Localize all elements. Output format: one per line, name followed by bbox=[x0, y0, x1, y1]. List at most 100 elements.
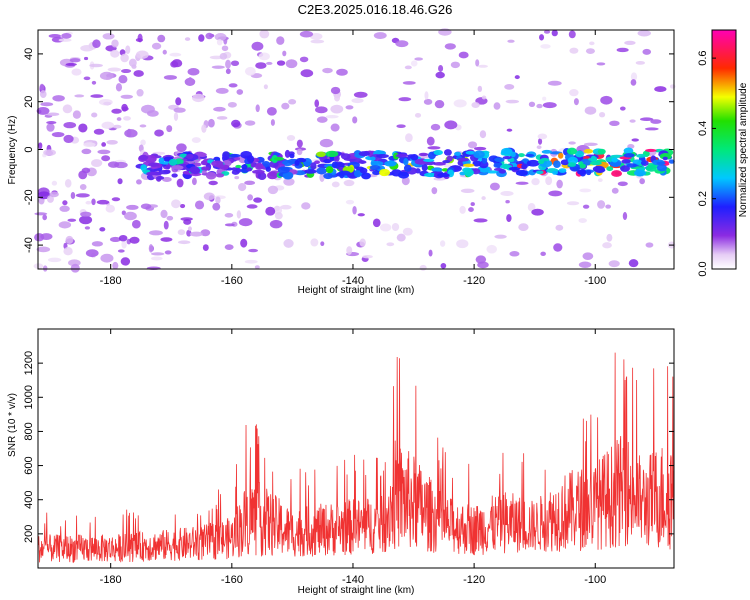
spectrogram-cell bbox=[150, 256, 163, 261]
spectrogram-cell bbox=[331, 161, 339, 169]
spectrogram-cell bbox=[635, 60, 646, 65]
spectrogram-cell bbox=[160, 209, 168, 219]
spectrogram-cell bbox=[101, 121, 115, 130]
spectrogram-cell bbox=[504, 84, 515, 90]
colorbar-ticks: 0.0 0.2 0.4 0.6 bbox=[697, 50, 716, 277]
spectrogram-cell bbox=[393, 152, 399, 160]
spectrogram-cell bbox=[583, 148, 594, 154]
spectrogram-cell bbox=[542, 96, 547, 101]
spectrogram-cell bbox=[396, 233, 406, 242]
spectrogram-cell bbox=[62, 200, 68, 206]
spectrogram-cell bbox=[527, 203, 536, 212]
spectrogram-cell bbox=[462, 163, 475, 167]
spectrogram-cell bbox=[91, 112, 98, 118]
spectrogram-cell bbox=[552, 170, 558, 175]
spectrogram-cell bbox=[124, 211, 137, 221]
spectrogram-cell bbox=[410, 60, 418, 67]
spectrogram-cell bbox=[201, 166, 210, 171]
spectrogram-cell bbox=[597, 200, 606, 209]
spectrogram-cell bbox=[606, 166, 614, 172]
spectrogram-cell bbox=[624, 40, 636, 45]
spectrogram-cell bbox=[62, 104, 73, 114]
spectrogram-cell bbox=[650, 119, 662, 124]
spectrogram-cell bbox=[200, 229, 211, 237]
spectrogram-cell bbox=[578, 261, 592, 268]
spectrogram-cell bbox=[208, 180, 218, 186]
spectrogram-cell bbox=[286, 135, 296, 141]
spectrogram-cell bbox=[481, 95, 487, 100]
spectrogram-cell bbox=[42, 214, 48, 221]
spectrogram-cell bbox=[162, 177, 172, 182]
spectrogram-cell bbox=[433, 177, 446, 181]
spectrogram-cell bbox=[85, 200, 92, 205]
spectrogram-cell bbox=[310, 162, 317, 170]
spectrogram-cell bbox=[70, 263, 80, 273]
spectrogram-cell bbox=[139, 124, 147, 128]
snr-x-axis: -180 -160 -140 -120 -100 bbox=[100, 329, 606, 586]
spectrogram-cell bbox=[315, 106, 328, 114]
spectrogram-cell bbox=[156, 176, 165, 180]
spectrogram-cell bbox=[325, 150, 339, 158]
spectrogram-cell bbox=[173, 107, 186, 113]
spectrogram-cell bbox=[225, 68, 231, 75]
spectrogram-cell bbox=[641, 161, 647, 165]
spectrogram-cell bbox=[115, 83, 123, 92]
spectrogram-cell bbox=[248, 248, 259, 253]
spectrogram-cell bbox=[622, 212, 628, 221]
spectrogram-cell bbox=[334, 94, 340, 102]
spectrogram-cell bbox=[270, 119, 275, 126]
spectrogram-cell bbox=[507, 39, 515, 43]
spectrogram-cell bbox=[573, 98, 579, 106]
spectrogram-cell bbox=[101, 142, 107, 147]
spectrogram-cell bbox=[129, 236, 140, 244]
spectrogram-cell bbox=[560, 159, 570, 166]
spectrogram-cell bbox=[567, 162, 577, 167]
spectrogram-cell bbox=[63, 246, 73, 256]
spectrogram-cell bbox=[403, 164, 412, 172]
spectrogram-cell bbox=[170, 60, 179, 68]
spectrogram-cell bbox=[536, 145, 542, 150]
spectrogram-cell bbox=[362, 255, 373, 259]
spectrogram-cell bbox=[146, 110, 159, 117]
colorbar-gradient bbox=[711, 29, 737, 270]
snr-frame bbox=[37, 328, 675, 569]
spectrogram-cell bbox=[85, 249, 99, 258]
spectrogram-cell bbox=[166, 215, 174, 221]
spectrogram-cell bbox=[599, 111, 606, 118]
spectrogram-cell bbox=[617, 181, 628, 187]
spectrogram-cell bbox=[568, 30, 576, 39]
spectrogram-cell bbox=[135, 38, 143, 42]
spectrogram-cell bbox=[92, 39, 101, 49]
snr-x-tick-label: -160 bbox=[221, 574, 243, 586]
spectrogram-cell bbox=[121, 240, 127, 249]
spectrogram-cell bbox=[116, 117, 122, 121]
spectrogram-cell bbox=[620, 165, 630, 172]
spectrogram-cell bbox=[338, 170, 351, 176]
spectrogram-cell bbox=[410, 154, 419, 161]
spectrogram-cell bbox=[279, 204, 292, 210]
spectrogram-x-tick-label: -100 bbox=[584, 275, 606, 287]
spectrogram-cell bbox=[379, 168, 391, 177]
spectrogram-cell bbox=[117, 249, 125, 253]
spectrogram-y-axis: -40 -20 0 20 40 bbox=[23, 48, 674, 253]
spectrogram-cell bbox=[117, 178, 123, 185]
spectrogram-cell bbox=[118, 74, 128, 84]
spectrogram-cell bbox=[100, 253, 114, 263]
spectrogram-cell bbox=[486, 170, 499, 174]
spectrogram-cell bbox=[187, 68, 200, 76]
spectrogram-cell bbox=[138, 154, 149, 161]
spectrogram-cell bbox=[543, 29, 551, 34]
spectrogram-cell bbox=[531, 177, 540, 186]
spectrogram-cell bbox=[246, 204, 258, 209]
spectrogram-cell bbox=[506, 128, 513, 132]
spectrogram-cell bbox=[40, 102, 54, 107]
spectrogram-cell bbox=[107, 67, 122, 72]
spectrogram-cell bbox=[46, 123, 55, 132]
spectrogram-cell bbox=[46, 195, 54, 203]
spectrogram-cell bbox=[177, 229, 186, 236]
spectrogram-cell bbox=[276, 60, 286, 66]
spectrogram-cell bbox=[109, 236, 121, 243]
spectrogram-cell bbox=[244, 120, 256, 126]
spectrogram-cell bbox=[316, 151, 326, 158]
spectrogram-cell bbox=[148, 244, 154, 253]
